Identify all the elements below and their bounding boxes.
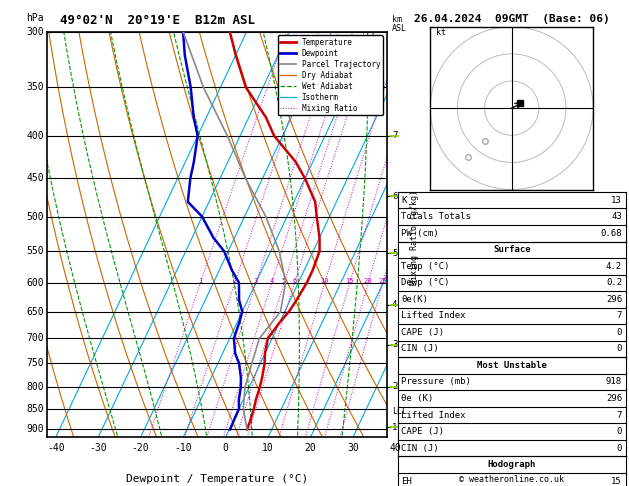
- Text: 296: 296: [606, 394, 622, 403]
- Text: 6: 6: [292, 278, 296, 284]
- Text: 20: 20: [304, 444, 316, 453]
- Text: 2: 2: [392, 382, 398, 391]
- Text: 4.2: 4.2: [606, 262, 622, 271]
- Text: 10: 10: [320, 278, 329, 284]
- Text: 40: 40: [389, 444, 401, 453]
- Text: 0: 0: [616, 345, 622, 353]
- Text: 450: 450: [26, 174, 44, 183]
- Text: 918: 918: [606, 378, 622, 386]
- Text: 20: 20: [364, 278, 372, 284]
- Text: 550: 550: [26, 246, 44, 256]
- Text: Temp (°C): Temp (°C): [401, 262, 450, 271]
- Text: 300: 300: [26, 27, 44, 36]
- Text: 0: 0: [616, 427, 622, 436]
- Text: 800: 800: [26, 382, 44, 392]
- Text: kt: kt: [436, 28, 446, 37]
- Text: 0: 0: [616, 328, 622, 337]
- Text: 7: 7: [616, 411, 622, 419]
- Text: 900: 900: [26, 424, 44, 434]
- Text: 4: 4: [269, 278, 274, 284]
- Text: 1: 1: [198, 278, 202, 284]
- Text: EH: EH: [401, 477, 412, 486]
- Text: 49°02'N  20°19'E  B12m ASL: 49°02'N 20°19'E B12m ASL: [60, 14, 255, 27]
- Text: 25: 25: [378, 278, 387, 284]
- Text: K: K: [401, 196, 407, 205]
- Text: 0.2: 0.2: [606, 278, 622, 287]
- Text: Lifted Index: Lifted Index: [401, 411, 466, 419]
- Text: -10: -10: [174, 444, 192, 453]
- Text: 6: 6: [392, 192, 398, 201]
- Text: 0: 0: [616, 444, 622, 452]
- Text: Surface: Surface: [493, 245, 530, 254]
- Text: CAPE (J): CAPE (J): [401, 427, 444, 436]
- Text: Hodograph: Hodograph: [487, 460, 536, 469]
- Text: 3: 3: [253, 278, 258, 284]
- Text: -30: -30: [89, 444, 107, 453]
- Text: 26.04.2024  09GMT  (Base: 06): 26.04.2024 09GMT (Base: 06): [414, 14, 610, 24]
- Text: CAPE (J): CAPE (J): [401, 328, 444, 337]
- Text: θe (K): θe (K): [401, 394, 433, 403]
- Text: 700: 700: [26, 333, 44, 344]
- Text: Lifted Index: Lifted Index: [401, 312, 466, 320]
- Text: Pressure (mb): Pressure (mb): [401, 378, 471, 386]
- Legend: Temperature, Dewpoint, Parcel Trajectory, Dry Adiabat, Wet Adiabat, Isotherm, Mi: Temperature, Dewpoint, Parcel Trajectory…: [277, 35, 383, 115]
- Text: PW (cm): PW (cm): [401, 229, 439, 238]
- Text: 296: 296: [606, 295, 622, 304]
- Text: 5: 5: [392, 248, 398, 258]
- Text: 600: 600: [26, 278, 44, 288]
- Text: -20: -20: [131, 444, 150, 453]
- Text: 500: 500: [26, 211, 44, 222]
- Text: 43: 43: [611, 212, 622, 221]
- Text: Dewpoint / Temperature (°C): Dewpoint / Temperature (°C): [126, 474, 308, 484]
- Text: LCL: LCL: [392, 407, 407, 416]
- Text: 750: 750: [26, 358, 44, 368]
- Text: 3: 3: [392, 340, 398, 349]
- Text: 0.68: 0.68: [601, 229, 622, 238]
- Text: 15: 15: [611, 477, 622, 486]
- Text: Mixing Ratio (g/kg): Mixing Ratio (g/kg): [409, 190, 418, 285]
- Text: 30: 30: [347, 444, 359, 453]
- Text: 350: 350: [26, 83, 44, 92]
- Text: Totals Totals: Totals Totals: [401, 212, 471, 221]
- Text: 850: 850: [26, 404, 44, 414]
- Text: CIN (J): CIN (J): [401, 444, 439, 452]
- Text: km
ASL: km ASL: [392, 16, 407, 34]
- Text: 400: 400: [26, 131, 44, 141]
- Text: -40: -40: [47, 444, 65, 453]
- Text: 10: 10: [262, 444, 274, 453]
- Text: 4: 4: [392, 300, 398, 310]
- Text: 13: 13: [611, 196, 622, 205]
- Text: © weatheronline.co.uk: © weatheronline.co.uk: [459, 474, 564, 484]
- Text: θe(K): θe(K): [401, 295, 428, 304]
- Text: Dewp (°C): Dewp (°C): [401, 278, 450, 287]
- Text: 7: 7: [392, 131, 398, 140]
- Text: 0: 0: [223, 444, 228, 453]
- Text: 650: 650: [26, 307, 44, 316]
- Text: CIN (J): CIN (J): [401, 345, 439, 353]
- Text: 2: 2: [232, 278, 237, 284]
- Text: 7: 7: [616, 312, 622, 320]
- Text: Most Unstable: Most Unstable: [477, 361, 547, 370]
- Text: 1: 1: [392, 423, 398, 432]
- Text: hPa: hPa: [26, 14, 44, 23]
- Text: 15: 15: [345, 278, 353, 284]
- Text: 5: 5: [282, 278, 286, 284]
